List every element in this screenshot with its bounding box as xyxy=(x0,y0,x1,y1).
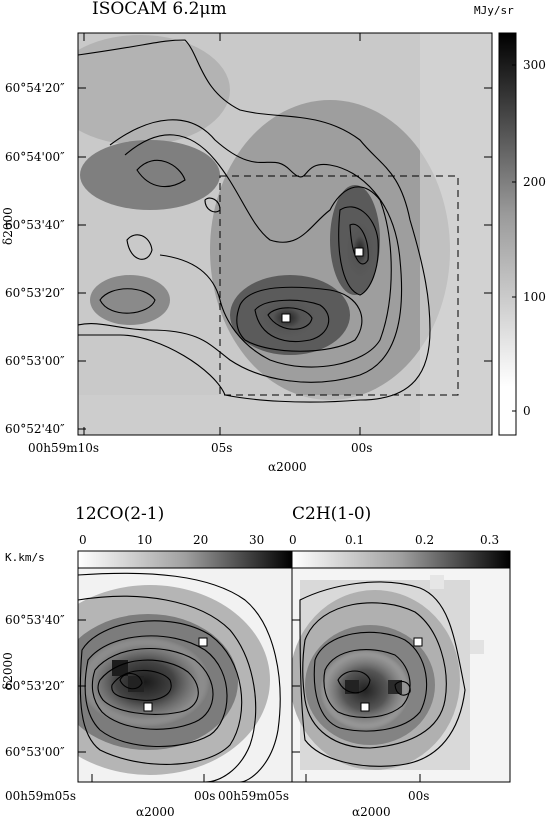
co-ticks xyxy=(78,619,205,782)
co-panel-title: 12CO(2-1) xyxy=(75,504,164,524)
co-contours xyxy=(78,572,281,782)
c2h-colorbar xyxy=(291,550,511,569)
co-x-tick-1: 00h59m05s xyxy=(5,789,76,803)
c2h-colorbar-tick-0-2: 0.2 xyxy=(415,533,434,547)
top-y-tick-2: 60°54'00″ xyxy=(5,150,65,164)
co-y-tick-1: 60°53'40″ xyxy=(5,613,65,627)
top-x-tick-3: 00s xyxy=(351,441,372,455)
top-y-tick-1: 60°54'20″ xyxy=(5,81,65,95)
c2h-intensity-map xyxy=(292,568,510,782)
top-y-tick-3: 60°53'40″ xyxy=(5,218,65,232)
top-colorbar-tick-100: 100 xyxy=(523,290,546,304)
co-colorbar-tick-0: 0 xyxy=(79,533,87,547)
co-x-tick-2: 00s xyxy=(194,789,215,803)
co-intensity-map xyxy=(78,568,292,782)
co-y-tick-3: 60°53'00″ xyxy=(5,745,65,759)
top-x-tick-1: 00h59m10s xyxy=(28,441,99,455)
top-y-tick-4: 60°53'20″ xyxy=(5,286,65,300)
top-colorbar-ticks xyxy=(512,64,516,412)
top-colorbar xyxy=(498,32,517,436)
zoom-region-box xyxy=(219,175,459,396)
top-y-label: δ2000 xyxy=(1,207,15,245)
bottom-right-panel: C2H(1-0) 0 0.1 0.2 0.3 xyxy=(218,504,511,819)
c2h-source-marker-1 xyxy=(413,637,423,647)
top-colorbar-tick-300: 300 xyxy=(523,58,546,72)
top-y-tick-5: 60°53'00″ xyxy=(5,354,65,368)
c2h-panel-title: C2H(1-0) xyxy=(292,504,371,524)
co-x-label: α2000 xyxy=(136,805,175,819)
co-source-marker-1 xyxy=(198,637,208,647)
top-contours xyxy=(78,39,431,403)
c2h-colorbar-tick-0-1: 0.1 xyxy=(345,533,364,547)
top-ticks xyxy=(78,33,492,435)
bottom-left-panel: 12CO(2-1) K.km/s 0 10 20 30 xyxy=(1,504,293,819)
c2h-x-label: α2000 xyxy=(352,805,391,819)
source-marker-2 xyxy=(354,247,364,257)
co-y-tick-2: 60°53'20″ xyxy=(5,679,65,693)
c2h-contours xyxy=(299,581,466,767)
c2h-plot-frame xyxy=(291,567,511,783)
top-panel-title: ISOCAM 6.2μm xyxy=(92,0,227,19)
top-intensity-map xyxy=(78,33,492,435)
co-y-label: δ2000 xyxy=(1,652,15,690)
source-marker-1 xyxy=(281,313,291,323)
top-plot-frame xyxy=(77,32,493,436)
top-y-tick-6: 60°52'40″ xyxy=(5,422,65,436)
c2h-colorbar-tick-0: 0 xyxy=(289,533,297,547)
c2h-colorbar-tick-0-3: 0.3 xyxy=(480,533,499,547)
co-colorbar xyxy=(77,550,293,569)
co-colorbar-tick-30: 30 xyxy=(249,533,264,547)
top-colorbar-tick-0: 0 xyxy=(523,404,531,418)
co-colorbar-unit: K.km/s xyxy=(5,551,45,564)
c2h-x-tick-1: 00h59m05s xyxy=(218,789,289,803)
co-colorbar-tick-20: 20 xyxy=(193,533,208,547)
top-x-label: α2000 xyxy=(268,460,307,474)
top-colorbar-unit: MJy/sr xyxy=(474,4,514,17)
c2h-x-tick-2: 00s xyxy=(408,789,429,803)
co-source-marker-2 xyxy=(143,702,153,712)
co-colorbar-tick-10: 10 xyxy=(137,533,152,547)
c2h-source-marker-2 xyxy=(360,702,370,712)
c2h-ticks xyxy=(292,619,421,782)
top-colorbar-tick-200: 200 xyxy=(523,175,546,189)
top-panel: ISOCAM 6.2μm MJy/sr xyxy=(1,0,546,474)
top-x-tick-2: 05s xyxy=(211,441,232,455)
